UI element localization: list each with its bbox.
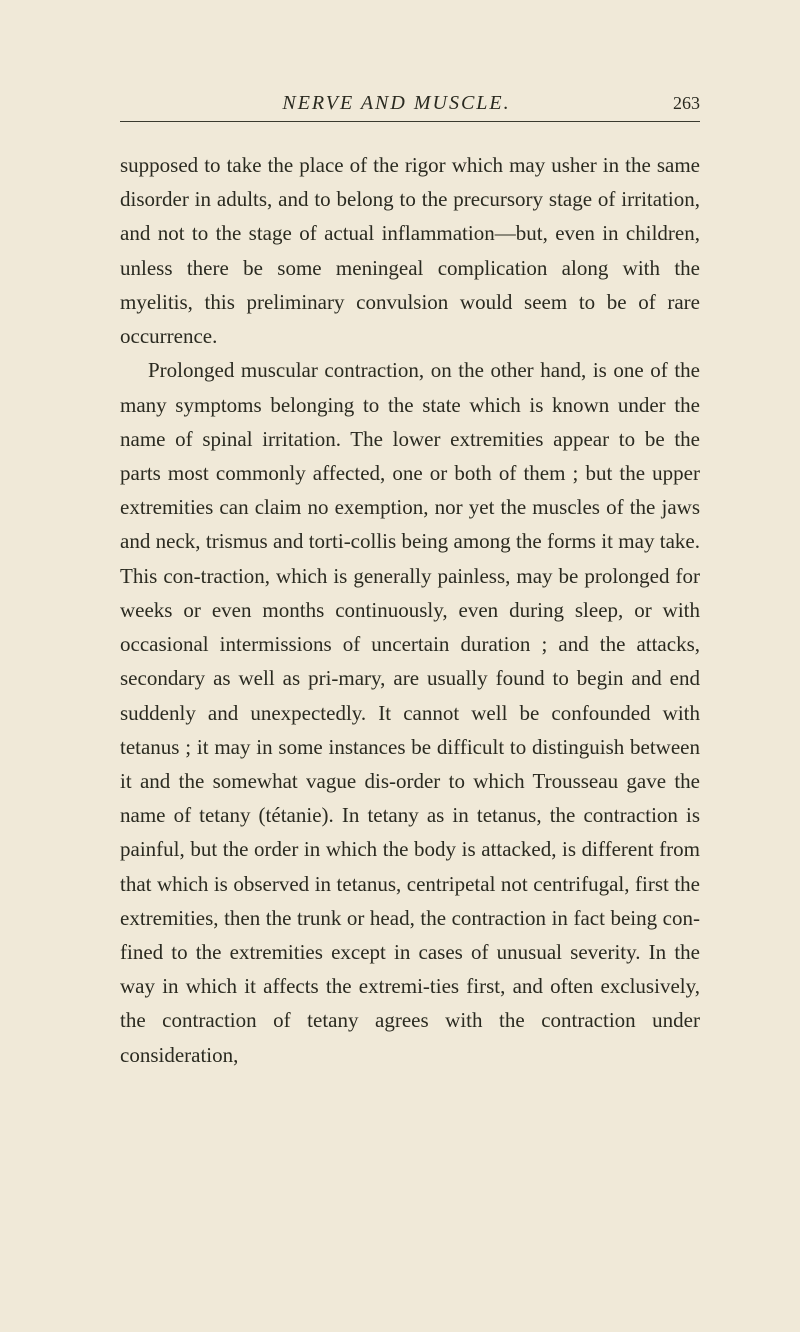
page-container: NERVE AND MUSCLE. 263 supposed to take t… <box>0 0 800 1152</box>
body-text: supposed to take the place of the rigor … <box>120 148 700 1072</box>
paragraph-1: supposed to take the place of the rigor … <box>120 148 700 353</box>
page-header: NERVE AND MUSCLE. 263 <box>120 92 700 122</box>
paragraph-2: Prolonged muscular contraction, on the o… <box>120 353 700 1072</box>
page-number: 263 <box>673 93 700 114</box>
header-title: NERVE AND MUSCLE. <box>120 92 673 115</box>
